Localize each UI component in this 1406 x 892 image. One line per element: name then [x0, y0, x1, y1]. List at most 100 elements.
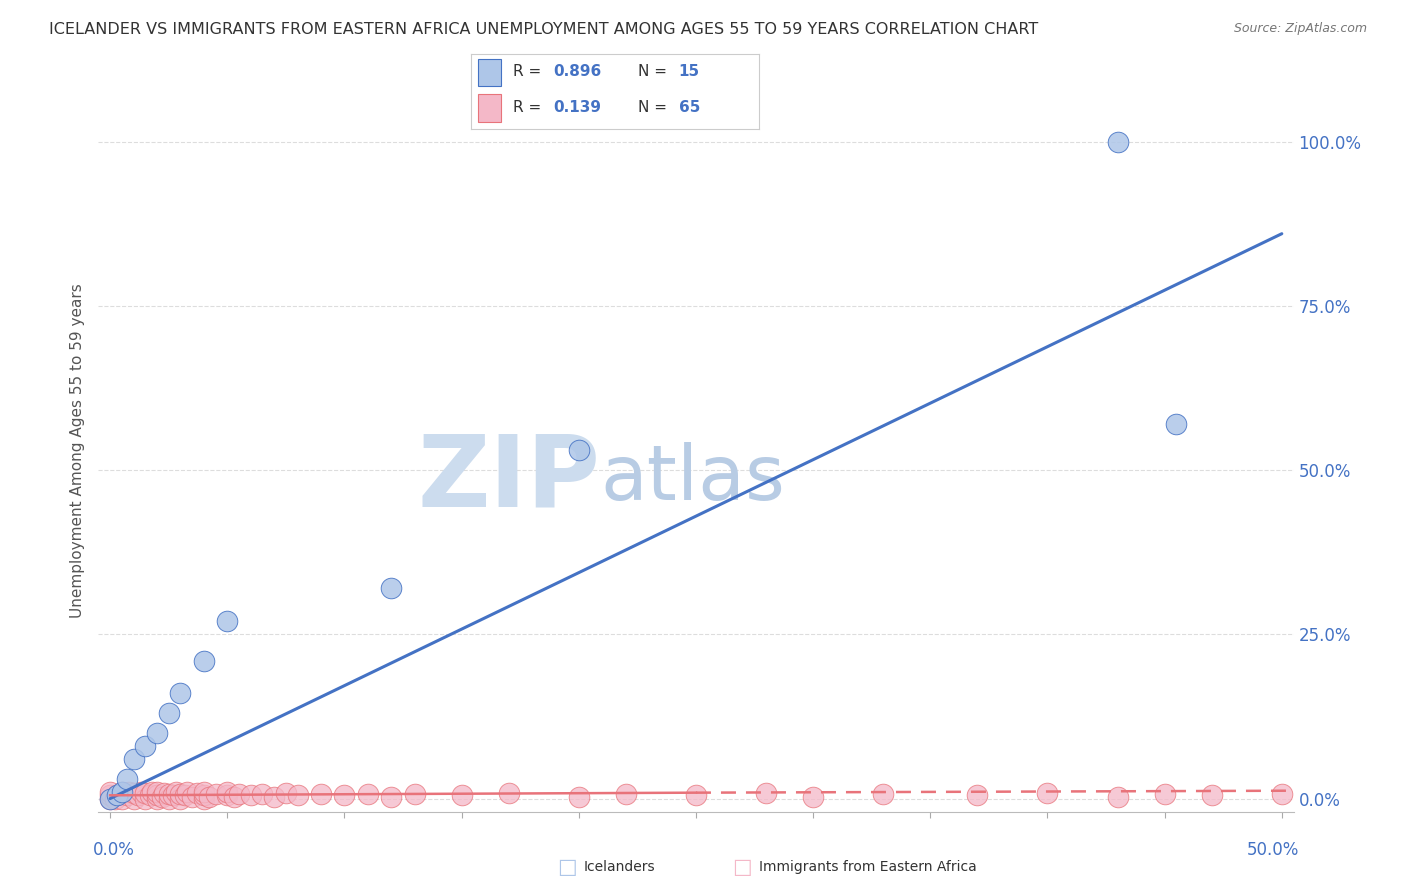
Point: [357, 787, 380, 801]
Point: [169, 791, 191, 805]
Bar: [478, 95, 502, 122]
Text: Icelanders: Icelanders: [583, 860, 655, 874]
Point: [217, 785, 239, 799]
Text: ZIP: ZIP: [418, 431, 600, 528]
Text: 50.0%: 50.0%: [1247, 840, 1299, 859]
Point: [105, 789, 128, 803]
Text: Immigrants from Eastern Africa: Immigrants from Eastern Africa: [759, 860, 977, 874]
Point: [111, 785, 134, 799]
Point: [122, 752, 145, 766]
Point: [111, 785, 134, 799]
Point: [122, 786, 145, 800]
Point: [274, 786, 297, 800]
Point: [309, 787, 332, 801]
Point: [287, 789, 309, 803]
Point: [186, 786, 208, 800]
Point: [193, 791, 215, 805]
Point: [1107, 135, 1129, 149]
Point: [174, 789, 197, 803]
Point: [197, 789, 219, 804]
Point: [115, 789, 138, 803]
Point: [134, 739, 156, 753]
Text: 65: 65: [679, 100, 700, 115]
Point: [169, 686, 191, 700]
Point: [139, 789, 162, 803]
Point: [118, 785, 141, 799]
Point: [146, 726, 169, 740]
Point: [115, 772, 138, 786]
Text: 15: 15: [679, 64, 700, 79]
Point: [1201, 789, 1223, 803]
Point: [568, 443, 591, 458]
Point: [127, 789, 149, 803]
Point: [568, 789, 591, 804]
Point: [146, 791, 169, 805]
Point: [111, 791, 134, 805]
Point: [157, 791, 180, 805]
Point: [239, 789, 262, 803]
Point: [98, 791, 121, 805]
Point: [450, 789, 472, 803]
Point: [181, 789, 204, 804]
Text: N =: N =: [638, 100, 668, 115]
Point: [150, 789, 173, 804]
Point: [98, 791, 121, 805]
Point: [217, 789, 239, 803]
Text: ICELANDER VS IMMIGRANTS FROM EASTERN AFRICA UNEMPLOYMENT AMONG AGES 55 TO 59 YEA: ICELANDER VS IMMIGRANTS FROM EASTERN AFR…: [49, 22, 1039, 37]
Point: [193, 789, 215, 803]
Point: [685, 789, 707, 803]
Point: [1107, 789, 1129, 804]
Point: [193, 785, 215, 799]
Point: [263, 789, 285, 804]
Point: [141, 785, 163, 799]
Text: N =: N =: [638, 64, 668, 79]
Text: 0.896: 0.896: [553, 64, 602, 79]
Point: [146, 789, 169, 803]
Point: [1153, 787, 1175, 801]
Point: [224, 789, 246, 804]
Point: [162, 789, 184, 803]
Point: [134, 791, 156, 805]
Point: [228, 787, 250, 801]
Point: [755, 786, 778, 800]
Point: [1036, 786, 1059, 800]
Point: [498, 786, 520, 800]
Point: [872, 787, 894, 801]
Point: [333, 789, 356, 803]
Point: [380, 582, 402, 596]
Point: [801, 789, 824, 804]
Point: [614, 787, 637, 801]
Text: 0.0%: 0.0%: [93, 840, 135, 859]
Text: atlas: atlas: [600, 442, 785, 516]
Point: [217, 614, 239, 628]
Point: [153, 786, 176, 800]
Point: [157, 706, 180, 721]
Text: R =: R =: [513, 64, 541, 79]
Bar: [478, 59, 502, 87]
Point: [252, 787, 274, 801]
Point: [146, 785, 169, 799]
Text: □: □: [557, 857, 576, 877]
Point: [193, 654, 215, 668]
Text: Source: ZipAtlas.com: Source: ZipAtlas.com: [1233, 22, 1367, 36]
Text: R =: R =: [513, 100, 541, 115]
Point: [134, 786, 156, 800]
Point: [104, 791, 127, 805]
Point: [169, 787, 191, 801]
Point: [165, 785, 187, 799]
Point: [1166, 417, 1188, 432]
Text: 0.139: 0.139: [553, 100, 602, 115]
Point: [98, 785, 121, 799]
Point: [129, 785, 152, 799]
Point: [105, 789, 128, 803]
Point: [1271, 787, 1294, 801]
Text: □: □: [733, 857, 752, 877]
Point: [966, 789, 988, 803]
Point: [204, 787, 226, 801]
Point: [98, 789, 121, 803]
Point: [157, 787, 180, 801]
Point: [380, 789, 402, 804]
Point: [122, 791, 145, 805]
Y-axis label: Unemployment Among Ages 55 to 59 years: Unemployment Among Ages 55 to 59 years: [69, 283, 84, 618]
Point: [176, 785, 198, 799]
